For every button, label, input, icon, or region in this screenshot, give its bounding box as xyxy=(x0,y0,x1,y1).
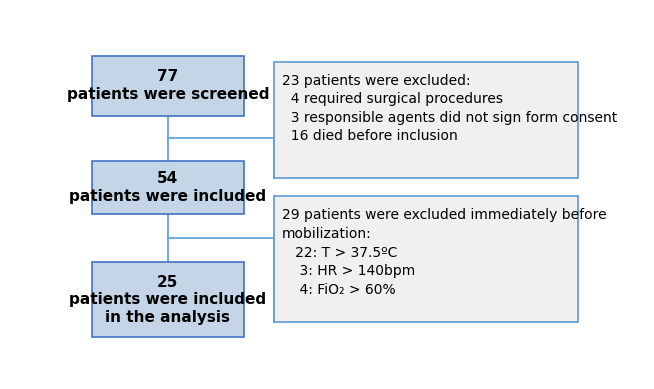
FancyBboxPatch shape xyxy=(92,262,244,337)
FancyBboxPatch shape xyxy=(92,56,244,116)
Text: 4: FiO₂ > 60%: 4: FiO₂ > 60% xyxy=(282,283,396,297)
Text: 29 patients were excluded immediately before: 29 patients were excluded immediately be… xyxy=(282,209,606,223)
Text: 3: HR > 140bpm: 3: HR > 140bpm xyxy=(282,264,415,278)
Text: 22: T > 37.5ºC: 22: T > 37.5ºC xyxy=(282,245,398,259)
FancyBboxPatch shape xyxy=(92,161,244,214)
Text: 23 patients were excluded:: 23 patients were excluded: xyxy=(282,74,471,88)
Text: mobilization:: mobilization: xyxy=(282,227,371,241)
Text: 54
patients were included: 54 patients were included xyxy=(69,171,266,204)
FancyBboxPatch shape xyxy=(275,196,578,322)
Text: 4 required surgical procedures: 4 required surgical procedures xyxy=(282,92,503,106)
Text: 25
patients were included
in the analysis: 25 patients were included in the analysi… xyxy=(69,275,266,325)
Text: 77
patients were screened: 77 patients were screened xyxy=(67,69,269,102)
Text: 16 died before inclusion: 16 died before inclusion xyxy=(282,130,458,144)
Text: 3 responsible agents did not sign form consent: 3 responsible agents did not sign form c… xyxy=(282,111,617,125)
FancyBboxPatch shape xyxy=(275,62,578,179)
